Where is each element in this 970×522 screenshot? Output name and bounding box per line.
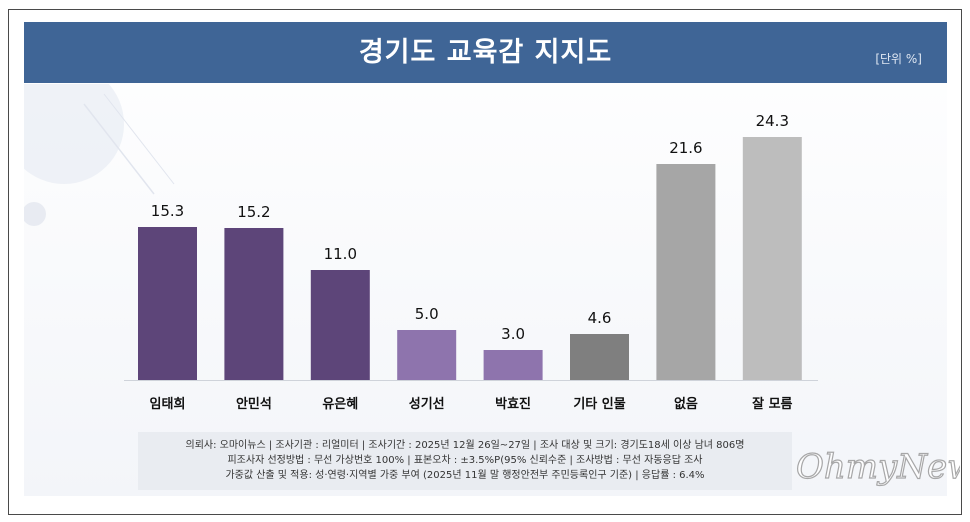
category-label-7: 없음 [674, 396, 698, 412]
bar-5 [483, 350, 543, 380]
category-label-6: 기타 인물 [573, 396, 625, 412]
chart-title: 경기도 교육감 지지도 [358, 37, 613, 68]
bar-3 [310, 270, 370, 380]
value-label-4: 5.0 [415, 305, 439, 323]
value-label-6: 4.6 [588, 309, 612, 327]
bar-6 [570, 334, 629, 380]
category-label-4: 성기선 [409, 396, 445, 412]
decorative-circles [24, 84, 175, 226]
watermark-logo: OhmyNews [795, 446, 960, 487]
value-label-5: 3.0 [501, 325, 525, 343]
category-label-2: 안민석 [236, 396, 272, 412]
bar-8 [742, 137, 802, 380]
value-label-1: 15.3 [151, 202, 184, 220]
unit-label: [단위 %] [875, 52, 922, 66]
title-banner [24, 22, 947, 83]
category-label-1: 임태희 [150, 397, 186, 412]
value-label-3: 11.0 [324, 245, 357, 263]
note-line-1: 의뢰사: 오마이뉴스 | 조사기관 : 리얼미터 | 조사기간 : 2025년 … [185, 440, 745, 451]
value-label-2: 15.2 [237, 203, 270, 221]
category-label-8: 잘 모름 [752, 397, 792, 412]
note-line-3: 가중값 산출 및 적용: 성·연령·지역별 가중 부여 (2025년 11월 말… [225, 470, 705, 481]
bar-2 [224, 228, 284, 380]
bar-1 [138, 227, 197, 380]
category-label-5: 박효진 [495, 396, 531, 412]
value-label-8: 24.3 [756, 112, 789, 130]
watermark-text: OhmyNews [796, 447, 960, 487]
category-label-3: 유은혜 [322, 396, 358, 412]
bar-4 [397, 330, 457, 380]
bar-7 [656, 164, 716, 380]
value-label-7: 21.6 [669, 139, 702, 157]
note-line-2: 피조사자 선정방법 : 무선 가상번호 100% | 표본오차 : ±3.5%P… [227, 455, 703, 466]
survey-notes: 의뢰사: 오마이뉴스 | 조사기관 : 리얼미터 | 조사기간 : 2025년 … [138, 432, 792, 490]
